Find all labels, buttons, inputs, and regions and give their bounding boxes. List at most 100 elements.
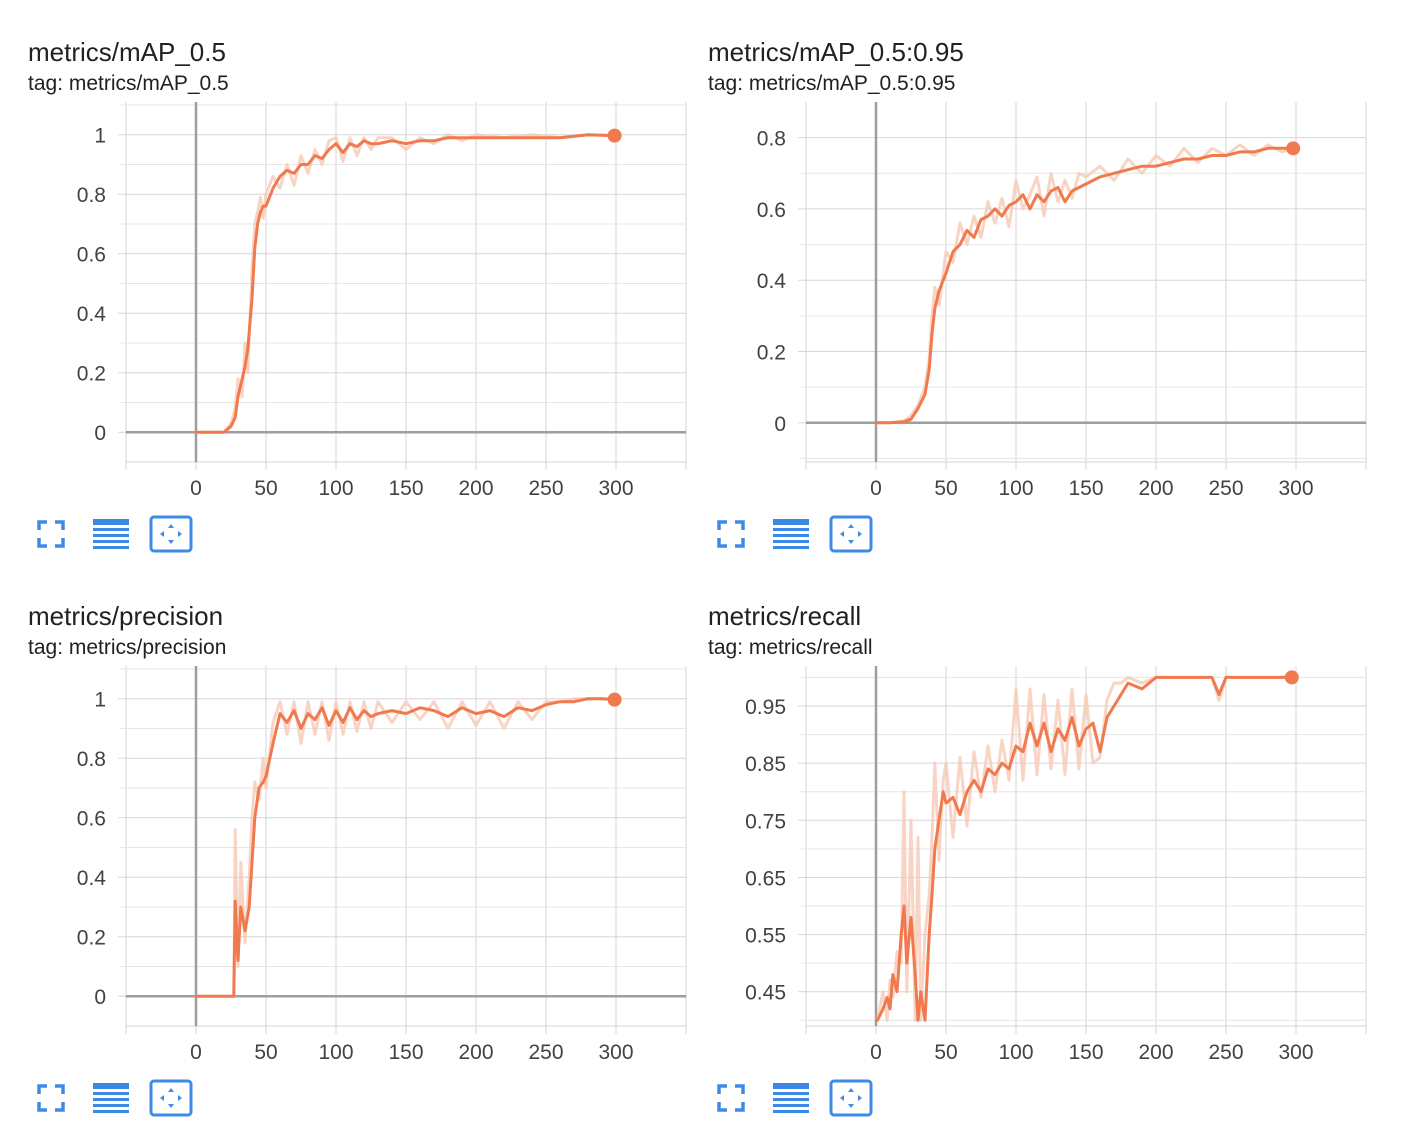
smoothed-series-line	[194, 133, 617, 434]
x-tick-label: 250	[528, 477, 563, 500]
chart-card-map50: metrics/mAP_0.5 tag: metrics/mAP_0.5 0 50…	[28, 16, 708, 576]
smoothed-series-line	[875, 675, 1294, 1022]
chart-tag: tag: metrics/mAP_0.5	[28, 72, 229, 95]
fit-domain-icon	[149, 1079, 193, 1117]
y-tick-label: 1	[94, 125, 106, 148]
fullscreen-icon	[716, 1083, 746, 1113]
x-tick-label: 100	[318, 1041, 353, 1064]
x-tick-label: 0	[870, 1041, 882, 1064]
fullscreen-button[interactable]	[28, 514, 74, 554]
line-chart[interactable]: 0 50 100 150 200 250 300 0 0.2 0.4 0.6 0.8	[708, 16, 1388, 506]
x-tick-label: 200	[1138, 1041, 1173, 1064]
line-chart[interactable]: 0 50 100 150 200 250 300 0.45 0.55 0.65 0.75 0.85 0.…	[708, 580, 1388, 1070]
y-tick-label: 1	[94, 689, 106, 712]
y-tick-label: 0	[94, 422, 106, 445]
x-tick-label: 0	[190, 1041, 202, 1064]
fit-domain-button[interactable]	[828, 514, 874, 554]
last-value-marker	[1284, 670, 1299, 685]
toggle-log-scale-icon	[772, 518, 810, 550]
chart-card-precision: metrics/precision tag: metrics/precision…	[28, 580, 708, 1140]
x-tick-label: 100	[318, 477, 353, 500]
fullscreen-button[interactable]	[708, 514, 754, 554]
y-tick-label: 0.4	[757, 270, 787, 293]
last-value-marker	[607, 692, 622, 707]
y-tick-label: 0.4	[77, 867, 107, 890]
x-tick-label: 150	[1068, 1041, 1103, 1064]
y-tick-label: 0.75	[745, 810, 786, 833]
fullscreen-icon	[36, 519, 66, 549]
chart-toolbar	[708, 514, 874, 554]
y-tick-label: 0.8	[77, 184, 106, 207]
chart-tag: tag: metrics/mAP_0.5:0.95	[708, 72, 956, 95]
x-tick-label: 150	[388, 1041, 423, 1064]
x-tick-label: 50	[254, 1041, 277, 1064]
y-tick-label: 0.95	[745, 696, 786, 719]
y-tick-label: 0.6	[757, 199, 786, 222]
chart-card-map50-95: metrics/mAP_0.5:0.95 tag: metrics/mAP_0.…	[708, 16, 1388, 576]
toggle-log-scale-button[interactable]	[768, 514, 814, 554]
line-chart[interactable]: 0 50 100 150 200 250 300 0 0.2 0.4 0.6 0.8 1	[28, 580, 708, 1070]
grid-lines	[118, 102, 687, 470]
toggle-log-scale-icon	[92, 1082, 130, 1114]
toggle-log-scale-button[interactable]	[88, 514, 134, 554]
y-tick-label: 0.85	[745, 753, 786, 776]
chart-title: metrics/mAP_0.5:0.95	[708, 37, 964, 67]
x-tick-label: 300	[598, 477, 633, 500]
x-tick-label: 250	[1208, 477, 1243, 500]
x-tick-label: 50	[254, 477, 277, 500]
fullscreen-icon	[716, 519, 746, 549]
chart-toolbar	[708, 1078, 874, 1118]
toggle-log-scale-icon	[92, 518, 130, 550]
fit-domain-button[interactable]	[148, 514, 194, 554]
x-tick-label: 250	[1208, 1041, 1243, 1064]
y-tick-label: 0.2	[757, 342, 786, 365]
y-tick-label: 0.6	[77, 244, 106, 267]
x-tick-label: 200	[458, 477, 493, 500]
y-tick-label: 0	[774, 413, 786, 436]
y-tick-label: 0.6	[77, 808, 106, 831]
line-chart[interactable]: 0 50 100 150 200 250 300 0 0.2 0.4 0.6 0.8 1	[28, 16, 708, 506]
chart-card-recall: metrics/recall tag: metrics/recall 0 50 10…	[708, 580, 1388, 1140]
toggle-log-scale-button[interactable]	[768, 1078, 814, 1118]
toggle-log-scale-icon	[772, 1082, 810, 1114]
chart-title: metrics/recall	[708, 601, 862, 631]
y-tick-label: 0.45	[745, 982, 786, 1005]
x-tick-label: 50	[934, 1041, 957, 1064]
x-tick-label: 50	[934, 477, 957, 500]
grid-lines	[798, 102, 1367, 470]
y-tick-label: 0.2	[77, 363, 106, 386]
raw-series-line	[196, 133, 615, 434]
fit-domain-button[interactable]	[828, 1078, 874, 1118]
y-tick-label: 0	[94, 986, 106, 1009]
last-value-marker	[607, 128, 622, 143]
x-tick-label: 200	[1138, 477, 1173, 500]
smoothed-series-line	[194, 697, 617, 998]
raw-series-line	[876, 143, 1294, 425]
y-tick-label: 0.65	[745, 867, 786, 890]
y-tick-label: 0.8	[757, 128, 786, 151]
x-tick-label: 300	[598, 1041, 633, 1064]
x-tick-label: 100	[998, 1041, 1033, 1064]
fit-domain-button[interactable]	[148, 1078, 194, 1118]
x-tick-label: 200	[458, 1041, 493, 1064]
fullscreen-button[interactable]	[28, 1078, 74, 1118]
fullscreen-button[interactable]	[708, 1078, 754, 1118]
x-tick-label: 100	[998, 477, 1033, 500]
fit-domain-icon	[149, 515, 193, 553]
grid-lines	[118, 666, 687, 1034]
x-tick-label: 150	[388, 477, 423, 500]
x-tick-label: 300	[1278, 1041, 1313, 1064]
last-value-marker	[1286, 141, 1301, 156]
toggle-log-scale-button[interactable]	[88, 1078, 134, 1118]
x-tick-label: 250	[528, 1041, 563, 1064]
chart-title: metrics/precision	[28, 601, 224, 631]
y-tick-label: 0.8	[77, 748, 106, 771]
x-tick-label: 150	[1068, 477, 1103, 500]
x-tick-label: 0	[870, 477, 882, 500]
y-tick-label: 0.55	[745, 925, 786, 948]
fullscreen-icon	[36, 1083, 66, 1113]
chart-tag: tag: metrics/recall	[708, 636, 873, 659]
chart-toolbar	[28, 1078, 194, 1118]
chart-toolbar	[28, 514, 194, 554]
x-tick-label: 0	[190, 477, 202, 500]
